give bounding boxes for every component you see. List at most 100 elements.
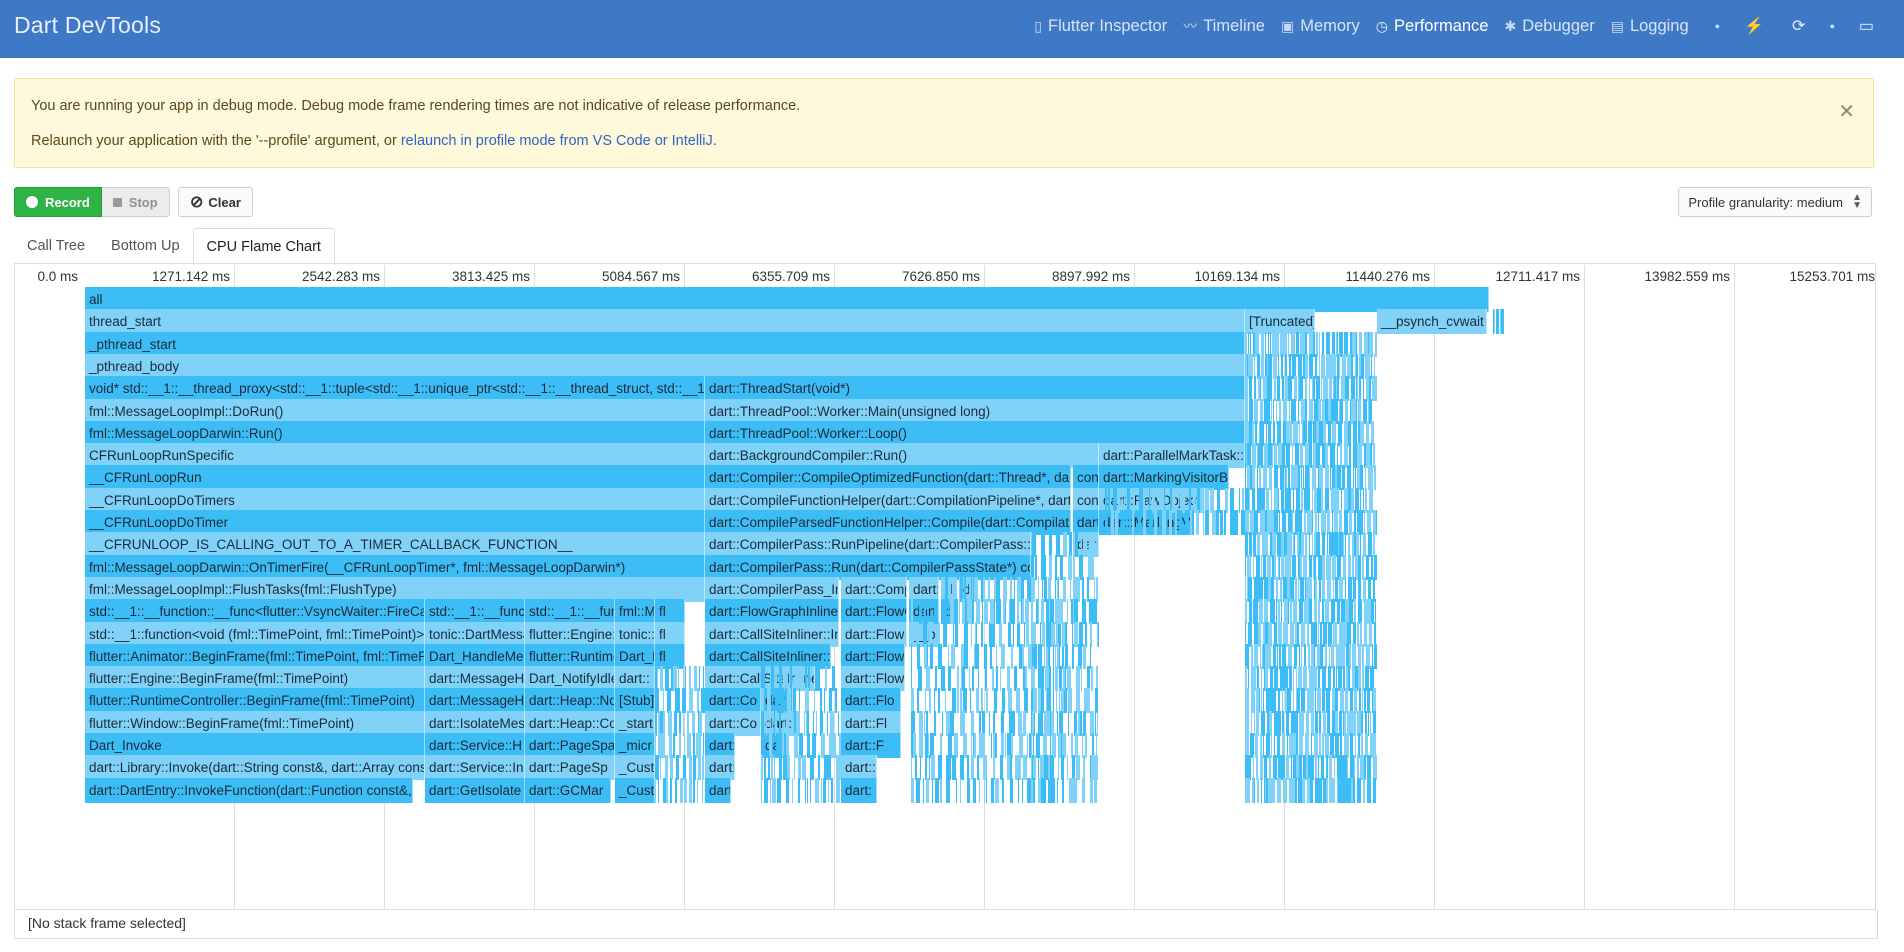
- flame-sliver[interactable]: [1356, 398, 1357, 424]
- flame-sliver[interactable]: [1336, 376, 1337, 402]
- flame-sliver[interactable]: [1312, 465, 1316, 491]
- flame-node[interactable]: dart::Compiler::CompileOptimizedFunction…: [705, 465, 1071, 491]
- flame-sliver[interactable]: [1162, 510, 1166, 535]
- flame-sliver[interactable]: [945, 576, 948, 602]
- flame-sliver[interactable]: [1264, 576, 1268, 602]
- flame-sliver[interactable]: [1353, 465, 1354, 491]
- flame-sliver[interactable]: [1175, 510, 1177, 535]
- flame-sliver[interactable]: [1061, 755, 1064, 781]
- flame-sliver[interactable]: [1344, 510, 1348, 535]
- flame-sliver[interactable]: [810, 755, 814, 781]
- flame-sliver[interactable]: [1278, 487, 1279, 513]
- flame-sliver[interactable]: [818, 755, 820, 781]
- flame-sliver[interactable]: [1354, 510, 1356, 535]
- flame-sliver[interactable]: [699, 710, 702, 736]
- flame-node[interactable]: [Stub]: [615, 688, 655, 714]
- flame-sliver[interactable]: [996, 599, 1000, 625]
- flame-sliver[interactable]: [1345, 576, 1346, 602]
- flame-sliver[interactable]: [1042, 576, 1043, 602]
- flame-sliver[interactable]: [1230, 510, 1234, 535]
- flame-sliver[interactable]: [1127, 487, 1130, 513]
- flame-sliver[interactable]: [1260, 643, 1261, 669]
- flame-sliver[interactable]: [961, 666, 962, 692]
- flame-sliver[interactable]: [1019, 755, 1021, 781]
- flame-sliver[interactable]: [1068, 710, 1069, 736]
- flame-sliver[interactable]: [1357, 465, 1360, 491]
- flame-sliver[interactable]: [974, 733, 976, 758]
- flame-sliver[interactable]: [1305, 353, 1308, 379]
- flame-sliver[interactable]: [1014, 666, 1017, 692]
- flame-sliver[interactable]: [1069, 777, 1073, 803]
- flame-sliver[interactable]: [814, 688, 815, 714]
- flame-sliver[interactable]: [1299, 420, 1300, 446]
- flame-sliver[interactable]: [950, 755, 951, 781]
- flame-node[interactable]: fml::MessageLoopImpl::FlushTasks(fml::Fl…: [85, 576, 705, 602]
- flame-sliver[interactable]: [1051, 621, 1053, 647]
- flame-sliver[interactable]: [1281, 487, 1284, 513]
- flame-sliver[interactable]: [769, 733, 770, 758]
- flame-sliver[interactable]: [695, 755, 696, 781]
- flame-sliver[interactable]: [957, 666, 959, 692]
- flame-sliver[interactable]: [1332, 510, 1333, 535]
- flame-sliver[interactable]: [1333, 443, 1335, 469]
- flame-sliver[interactable]: [1213, 487, 1214, 513]
- flame-sliver[interactable]: [1288, 331, 1289, 357]
- flame-sliver[interactable]: [1374, 576, 1375, 602]
- flame-sliver[interactable]: [1329, 532, 1330, 558]
- flame-sliver[interactable]: [1327, 510, 1330, 535]
- flame-sliver[interactable]: [1010, 777, 1013, 803]
- flame-sliver[interactable]: [1257, 353, 1260, 379]
- flame-sliver[interactable]: [1252, 353, 1253, 379]
- flame-sliver[interactable]: [1276, 599, 1277, 625]
- flame-sliver[interactable]: [996, 733, 997, 758]
- flame-sliver[interactable]: [1278, 621, 1279, 647]
- flame-sliver[interactable]: [1090, 643, 1091, 669]
- flame-sliver[interactable]: [1360, 487, 1361, 513]
- flame-sliver[interactable]: [1360, 554, 1361, 580]
- flame-sliver[interactable]: [839, 733, 841, 758]
- flame-sliver[interactable]: [1265, 643, 1269, 669]
- flame-sliver[interactable]: [1363, 398, 1367, 424]
- flame-sliver[interactable]: [1263, 688, 1264, 714]
- flame-sliver[interactable]: [1245, 576, 1246, 602]
- flame-sliver[interactable]: [911, 688, 914, 714]
- flame-sliver[interactable]: [1318, 599, 1320, 625]
- flame-sliver[interactable]: [1242, 487, 1244, 513]
- flame-sliver[interactable]: [1298, 398, 1299, 424]
- flame-sliver[interactable]: [1274, 487, 1278, 513]
- flame-sliver[interactable]: [1088, 554, 1092, 580]
- flame-sliver[interactable]: [1321, 755, 1324, 781]
- flame-sliver[interactable]: [828, 755, 831, 781]
- flame-sliver[interactable]: [1365, 465, 1366, 491]
- flame-sliver[interactable]: [1305, 733, 1309, 758]
- flame-sliver[interactable]: [1267, 510, 1271, 535]
- flame-sliver[interactable]: [1282, 755, 1285, 781]
- flame-sliver[interactable]: [1018, 777, 1019, 803]
- flame-sliver[interactable]: [1113, 487, 1117, 513]
- flame-sliver[interactable]: [1356, 376, 1357, 402]
- flame-sliver[interactable]: [1346, 666, 1348, 692]
- flame-sliver[interactable]: [675, 688, 676, 714]
- flame-sliver[interactable]: [1282, 510, 1286, 535]
- flame-sliver[interactable]: [1345, 733, 1349, 758]
- flame-sliver[interactable]: [780, 688, 784, 714]
- flame-sliver[interactable]: [983, 755, 987, 781]
- flame-sliver[interactable]: [1301, 621, 1305, 647]
- flame-sliver[interactable]: [1149, 487, 1150, 513]
- flame-sliver[interactable]: [1347, 443, 1348, 469]
- flame-sliver[interactable]: [1300, 554, 1302, 580]
- flame-sliver[interactable]: [1374, 353, 1375, 379]
- flame-sliver[interactable]: [1326, 755, 1328, 781]
- flame-sliver[interactable]: [1344, 733, 1345, 758]
- flame-sliver[interactable]: [1257, 777, 1259, 803]
- flame-sliver[interactable]: [1335, 688, 1338, 714]
- flame-sliver[interactable]: [692, 710, 695, 736]
- flame-sliver[interactable]: [1322, 576, 1325, 602]
- flame-sliver[interactable]: [766, 710, 767, 736]
- flame-sliver[interactable]: [1305, 465, 1308, 491]
- flame-sliver[interactable]: [1357, 755, 1359, 781]
- flame-sliver[interactable]: [1299, 733, 1303, 758]
- flame-sliver[interactable]: [1260, 420, 1264, 446]
- flame-sliver[interactable]: [1315, 777, 1318, 803]
- flame-sliver[interactable]: [1365, 710, 1367, 736]
